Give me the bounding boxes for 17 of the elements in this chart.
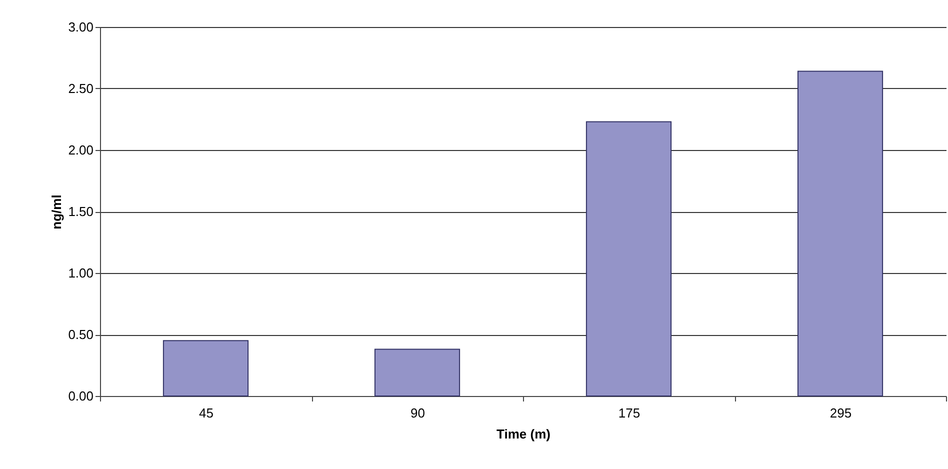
bar [586,121,672,396]
y-tick-label: 0.50 [68,327,94,342]
bar [374,348,460,396]
bar [797,70,884,396]
x-tick-label: 90 [410,406,425,420]
y-tick-label: 2.00 [68,142,94,158]
bar [162,340,249,396]
x-tick-label: 295 [830,406,852,420]
y-tick-label: 1.00 [68,266,94,280]
y-tick-label: 1.50 [68,204,94,219]
x-tick-label: 175 [618,406,640,420]
x-tick-label: 45 [199,406,214,420]
x-axis-title: Time (m) [496,426,550,442]
y-axis-title: ng/ml [49,194,64,230]
y-tick-label: 3.00 [68,20,94,34]
y-tick-label: 2.50 [68,81,94,96]
y-tick-label: 0.00 [68,388,94,404]
